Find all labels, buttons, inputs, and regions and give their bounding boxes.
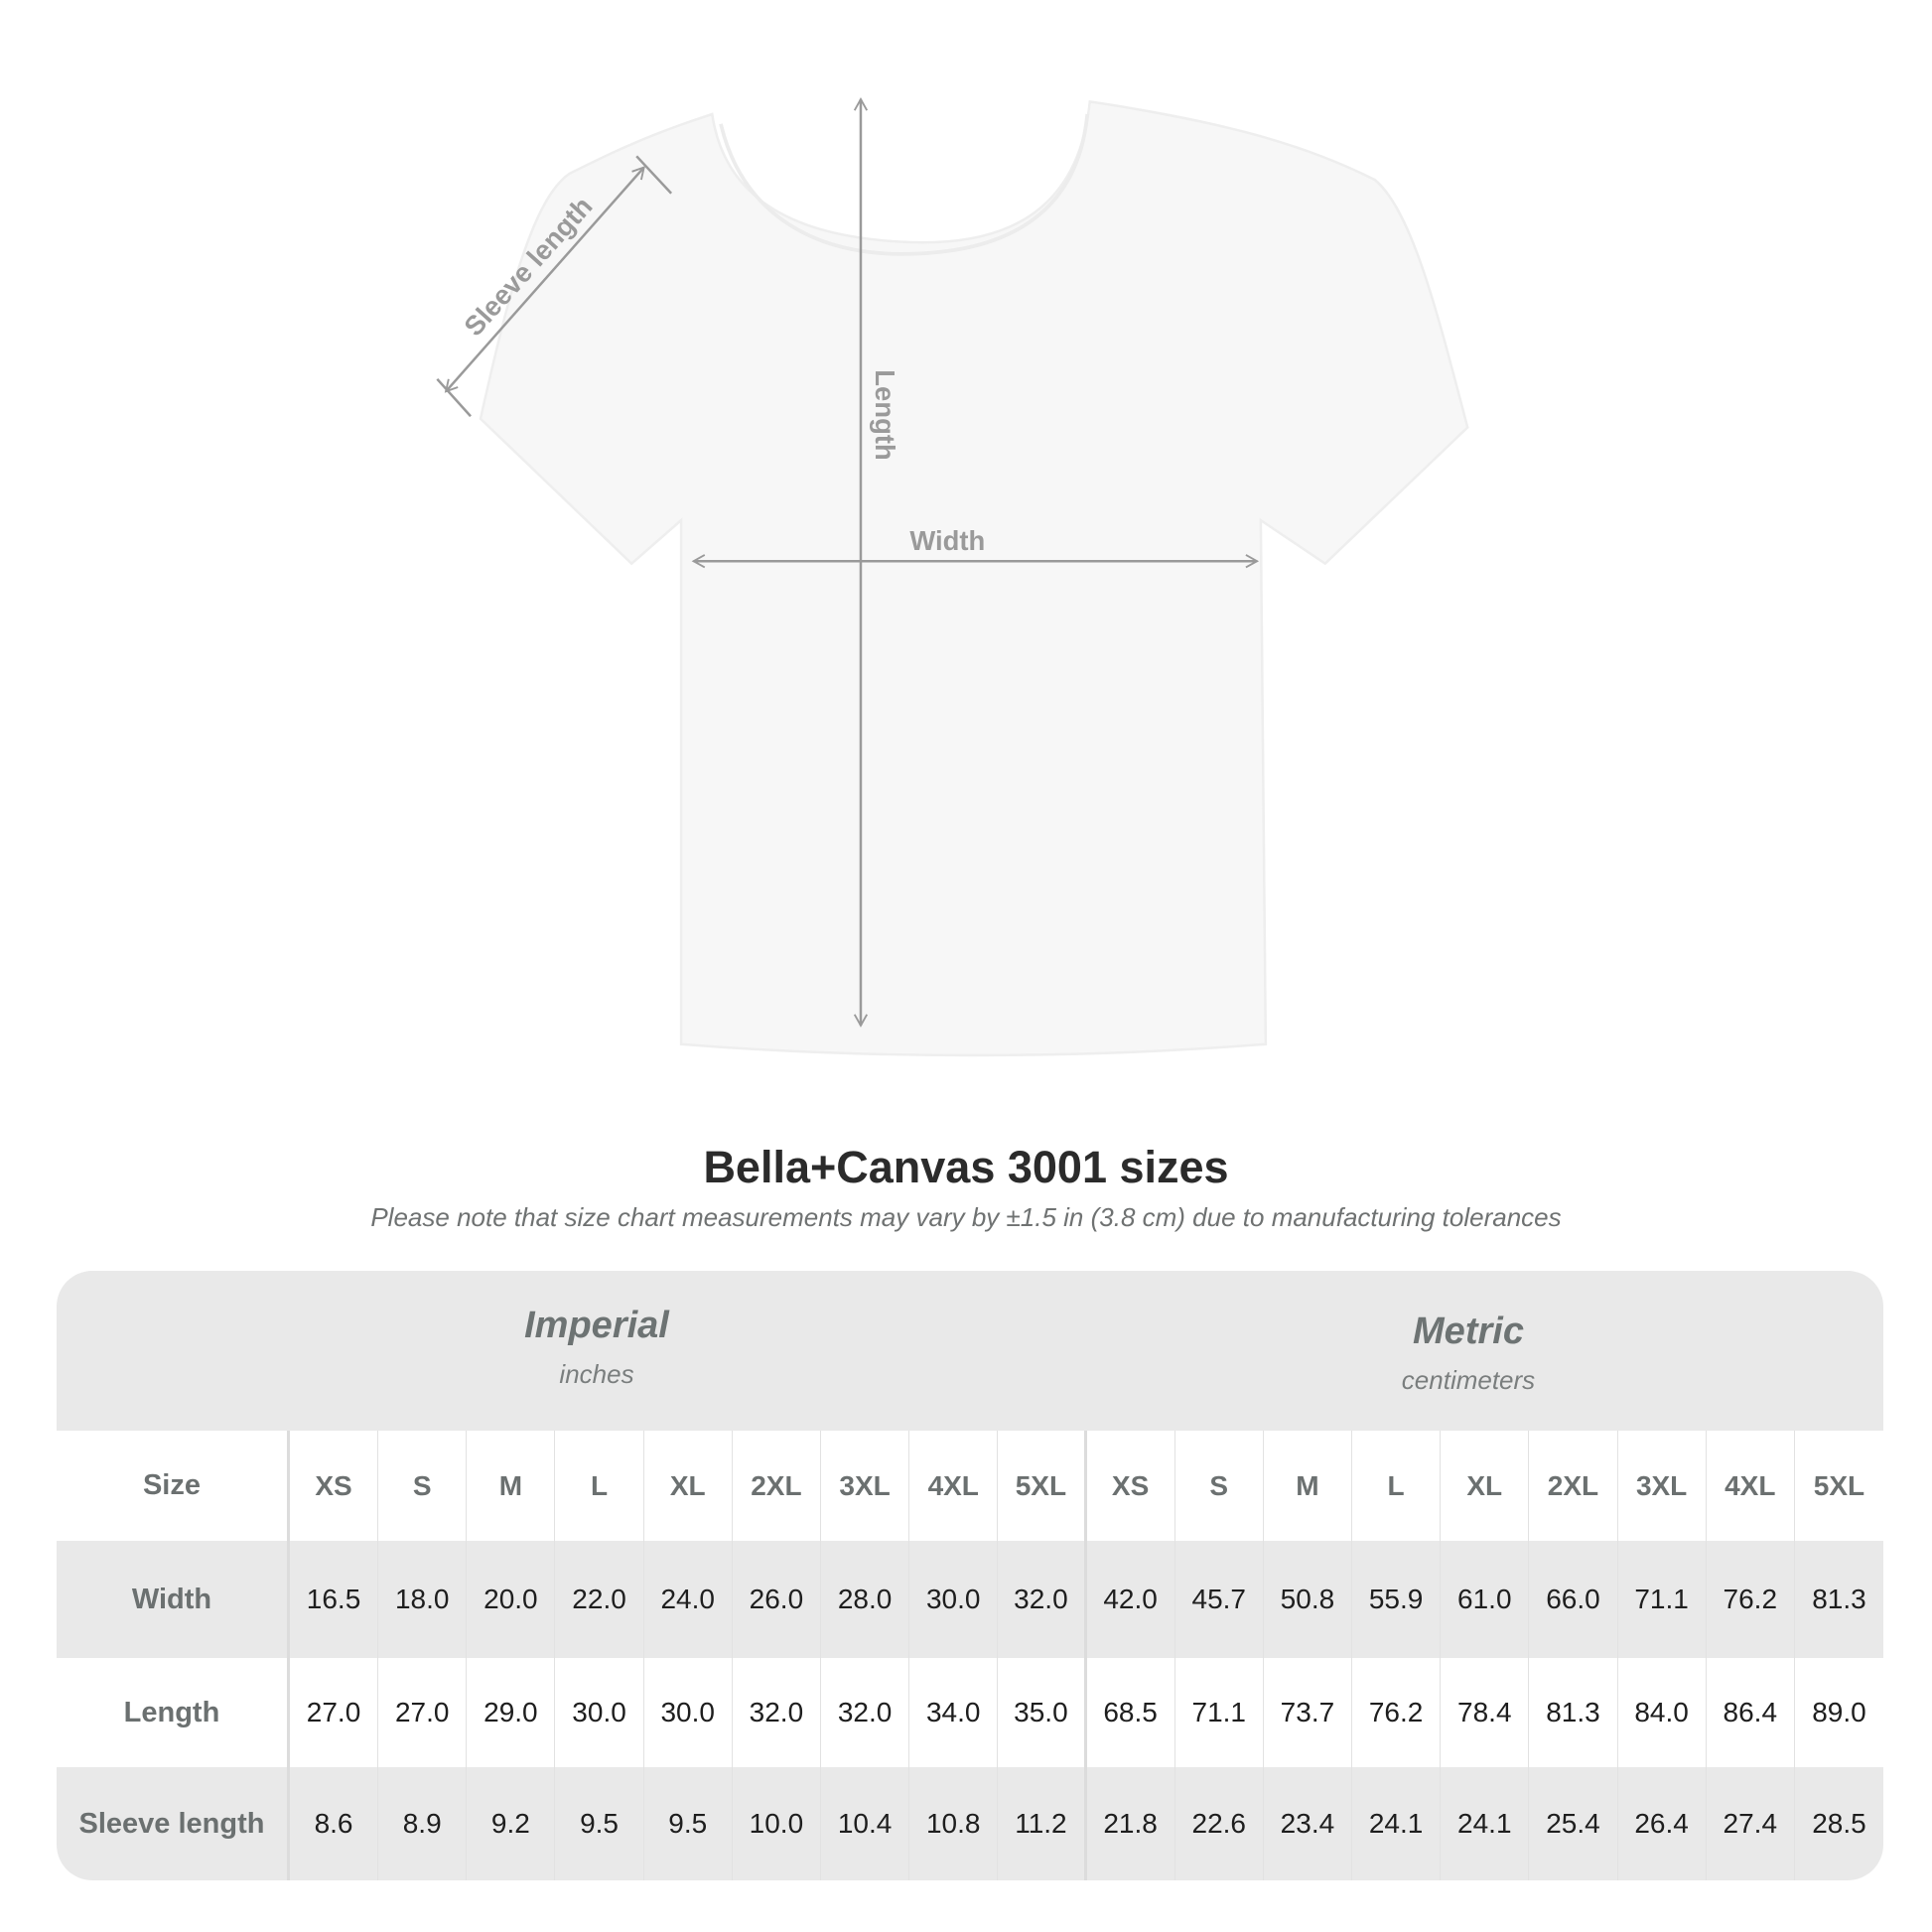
size-header-imperial-4xl: 4XL — [909, 1431, 999, 1541]
cell-imperial-5xl: 32.0 — [998, 1541, 1087, 1658]
cell-metric-5xl: 81.3 — [1812, 1584, 1866, 1614]
cell-metric-l: 55.9 — [1352, 1541, 1442, 1658]
cell-metric-xl: 61.0 — [1441, 1541, 1530, 1658]
imperial-unit: inches — [559, 1359, 634, 1389]
imperial-title: Imperial — [524, 1305, 669, 1346]
cell-imperial-xl: 9.5 — [644, 1767, 733, 1880]
size-header-imperial-2xl: 2XL — [733, 1431, 821, 1541]
cell-metric-m: 23.4 — [1264, 1767, 1353, 1880]
size-header-row: Size XS S M L XL 2XL 3XL 4XL 5XL XS S M L XL 2XL 3XL 4XL… — [57, 1431, 1883, 1541]
cell-imperial-5xl: 35.0 — [998, 1658, 1087, 1767]
cell-metric-m: 73.7 — [1264, 1658, 1353, 1767]
row-band — [57, 1767, 1883, 1880]
cell-metric-l: 76.2 — [1352, 1658, 1442, 1767]
size-header-metric-4xl: 4XL — [1707, 1431, 1795, 1541]
row-band — [57, 1541, 1883, 1658]
size-header-metric-2xl: 2XL — [1529, 1431, 1618, 1541]
size-header-imperial-s: S — [378, 1431, 468, 1541]
length-label: Length — [870, 369, 900, 460]
size-header-metric-s: S — [1175, 1431, 1264, 1541]
cell-metric-5xl: 28.5 — [1812, 1808, 1866, 1839]
size-header-metric-xl: XL — [1441, 1431, 1530, 1541]
size-header-imperial-5xl: 5XL — [998, 1431, 1087, 1541]
cell-metric-3xl: 71.1 — [1618, 1541, 1707, 1658]
size-header-metric-l: L — [1352, 1431, 1442, 1541]
width-label: Width — [909, 525, 985, 556]
cell-metric-2xl: 66.0 — [1529, 1541, 1618, 1658]
cell-metric-2xl: 25.4 — [1529, 1767, 1618, 1880]
size-row-label: Size — [57, 1431, 290, 1541]
cell-metric-xl: 24.1 — [1441, 1767, 1530, 1880]
cell-metric-4xl: 76.2 — [1707, 1541, 1795, 1658]
cell-metric-s: 22.6 — [1175, 1767, 1264, 1880]
cell-imperial-2xl: 26.0 — [733, 1541, 821, 1658]
metric-title: Metric — [1413, 1311, 1524, 1352]
size-table: Imperial inches Metric centimeters Size … — [57, 1271, 1883, 1880]
size-header-imperial-l: L — [555, 1431, 644, 1541]
size-header-imperial-3xl: 3XL — [821, 1431, 910, 1541]
cell-imperial-5xl: 11.2 — [998, 1767, 1087, 1880]
cell-imperial-m: 9.2 — [467, 1767, 556, 1880]
table-row: Width 16.5 18.0 20.0 22.0 24.0 26.0 28.0 30.0 32… — [57, 1541, 1883, 1658]
sleeve-measure-line — [444, 166, 645, 393]
table-row: Sleeve length 8.6 8.9 9.2 9.5 9.5 10.0 10.4 10.… — [57, 1767, 1883, 1880]
cell-imperial-xs: 27.0 — [290, 1658, 379, 1767]
cell-imperial-xl: 30.0 — [644, 1658, 733, 1767]
cell-metric-l: 24.1 — [1352, 1767, 1442, 1880]
cell-metric-3xl: 84.0 — [1618, 1658, 1707, 1767]
cell-metric-m: 50.8 — [1264, 1541, 1353, 1658]
cell-imperial-3xl: 10.4 — [821, 1767, 910, 1880]
cell-metric-xs: 68.5 — [1087, 1658, 1175, 1767]
row-label: Width — [57, 1541, 290, 1658]
size-header-imperial-xl: XL — [644, 1431, 733, 1541]
group-header-band — [57, 1271, 1883, 1431]
cell-imperial-2xl: 10.0 — [733, 1767, 821, 1880]
cell-imperial-3xl: 28.0 — [821, 1541, 910, 1658]
row-label: Sleeve length — [57, 1767, 290, 1880]
cell-imperial-4xl: 30.0 — [909, 1541, 999, 1658]
tolerance-note: Please note that size chart measurements… — [370, 1202, 1562, 1232]
cell-metric-xs: 21.8 — [1087, 1767, 1175, 1880]
cell-metric-5xl: 89.0 — [1812, 1697, 1866, 1727]
size-header-metric-3xl: 3XL — [1618, 1431, 1707, 1541]
cell-imperial-m: 20.0 — [467, 1541, 556, 1658]
cell-imperial-4xl: 10.8 — [909, 1767, 999, 1880]
cell-imperial-s: 18.0 — [378, 1541, 468, 1658]
size-header-metric-xs: XS — [1087, 1431, 1175, 1541]
cell-metric-3xl: 26.4 — [1618, 1767, 1707, 1880]
cell-imperial-l: 30.0 — [555, 1658, 644, 1767]
cell-imperial-xs: 16.5 — [290, 1541, 379, 1658]
cell-imperial-s: 27.0 — [378, 1658, 468, 1767]
size-header-imperial-m: M — [467, 1431, 556, 1541]
cell-metric-xs: 42.0 — [1087, 1541, 1175, 1658]
cell-metric-4xl: 86.4 — [1707, 1658, 1795, 1767]
size-header-imperial-xs: XS — [290, 1431, 379, 1541]
cell-metric-xl: 78.4 — [1441, 1658, 1530, 1767]
tshirt-measurement-diagram: Length Width Sleeve length — [436, 96, 1469, 1057]
cell-metric-2xl: 81.3 — [1529, 1658, 1618, 1767]
metric-unit: centimeters — [1401, 1365, 1536, 1395]
cell-metric-4xl: 27.4 — [1707, 1767, 1795, 1880]
cell-metric-s: 71.1 — [1175, 1658, 1264, 1767]
cell-imperial-s: 8.9 — [378, 1767, 468, 1880]
chart-title: Bella+Canvas 3001 sizes — [703, 1142, 1229, 1192]
cell-imperial-xl: 24.0 — [644, 1541, 733, 1658]
size-header-metric-m: M — [1264, 1431, 1353, 1541]
imperial-group-header: Imperial inches — [299, 1305, 895, 1390]
cell-imperial-l: 9.5 — [555, 1767, 644, 1880]
metric-group-header: Metric centimeters — [1171, 1311, 1766, 1396]
cell-imperial-m: 29.0 — [467, 1658, 556, 1767]
cell-imperial-3xl: 32.0 — [821, 1658, 910, 1767]
row-label: Length — [57, 1658, 290, 1767]
cell-metric-s: 45.7 — [1175, 1541, 1264, 1658]
cell-imperial-xs: 8.6 — [290, 1767, 379, 1880]
cell-imperial-4xl: 34.0 — [909, 1658, 999, 1767]
table-row: Length 27.0 27.0 29.0 30.0 30.0 32.0 32.0 34.0 3… — [57, 1658, 1883, 1767]
cell-imperial-2xl: 32.0 — [733, 1658, 821, 1767]
size-header-metric-5xl: 5XL — [1813, 1469, 1865, 1501]
cell-imperial-l: 22.0 — [555, 1541, 644, 1658]
